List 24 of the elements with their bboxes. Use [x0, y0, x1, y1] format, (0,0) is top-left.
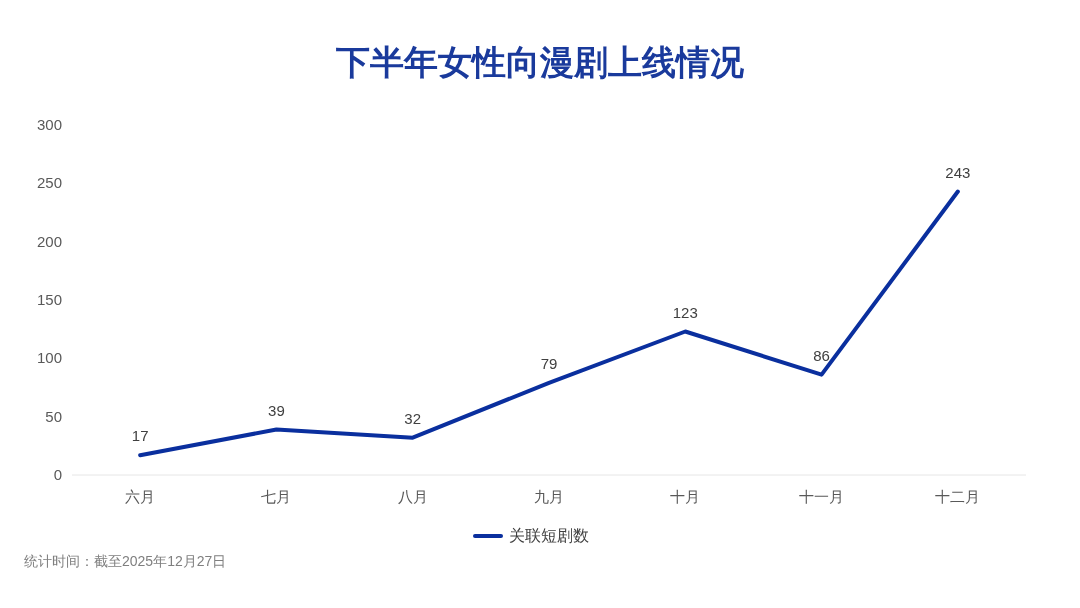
data-label: 243 [945, 163, 971, 181]
x-tick-label: 八月 [397, 488, 428, 505]
y-tick-label: 100 [36, 349, 62, 367]
data-label: 79 [540, 354, 558, 372]
y-tick-label: 250 [36, 174, 62, 192]
data-label: 86 [813, 346, 830, 364]
chart-title: 下半年女性向漫剧上线情况 [335, 43, 745, 81]
x-tick-label: 十二月 [935, 488, 981, 505]
x-tick-label: 十月 [670, 488, 701, 505]
data-label: 123 [672, 303, 698, 321]
data-label: 32 [404, 409, 422, 427]
x-tick-label: 七月 [261, 488, 292, 505]
data-label: 39 [268, 401, 285, 419]
data-label: 17 [131, 427, 149, 445]
text: 统计时间：截至2025年12月27日 [24, 553, 227, 569]
x-tick-label: 六月 [125, 488, 156, 505]
y-tick-label: 150 [36, 291, 62, 308]
y-tick-label: 200 [36, 232, 62, 250]
x-tick-label: 十一月 [799, 488, 845, 505]
legend-label: 关联短剧数 [509, 527, 589, 544]
y-tick-label: 300 [36, 116, 62, 133]
y-tick-label: 50 [45, 407, 62, 425]
x-tick-label: 九月 [534, 488, 564, 505]
y-tick-label: 0 [53, 466, 62, 483]
